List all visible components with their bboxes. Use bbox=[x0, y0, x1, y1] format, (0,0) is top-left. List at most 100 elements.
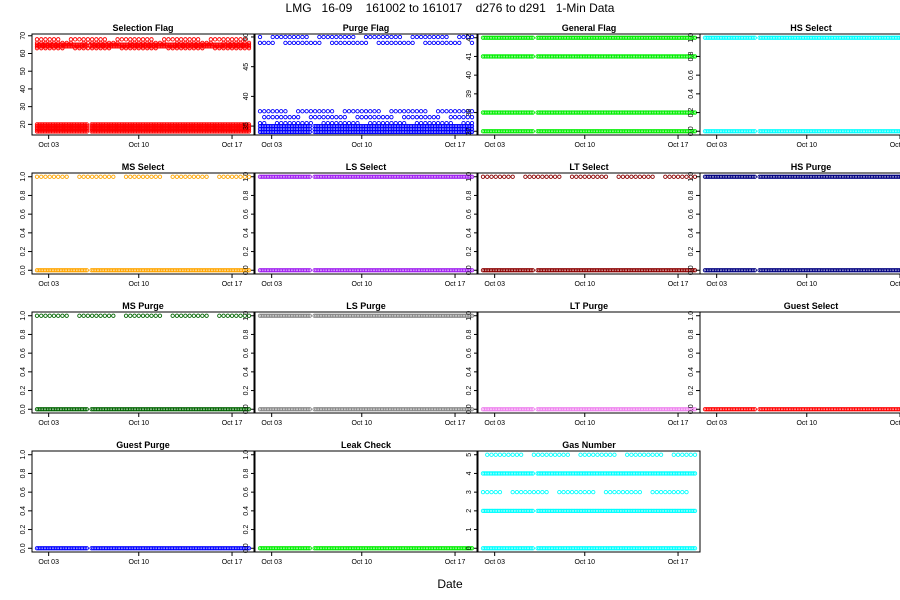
lt-select-point bbox=[616, 174, 621, 179]
purge-flag-point bbox=[448, 115, 453, 120]
ms-select-point bbox=[123, 174, 129, 179]
gas-number-ytick-label: 3 bbox=[466, 490, 473, 494]
ls-purge-xtick-label: Oct 10 bbox=[351, 420, 372, 427]
selection-flag-point bbox=[238, 37, 243, 42]
hs-purge-ytick-label: 0.8 bbox=[688, 190, 695, 200]
purge-flag-point bbox=[452, 40, 458, 46]
purge-flag-point bbox=[300, 40, 305, 46]
lt-select-point bbox=[485, 174, 490, 179]
lt-select-point bbox=[625, 174, 630, 179]
purge-flag-point bbox=[368, 115, 373, 120]
purge-flag-point bbox=[410, 40, 415, 46]
ms-purge-ytick-label: 0.8 bbox=[20, 329, 27, 339]
purge-flag-point bbox=[469, 40, 475, 46]
ls-purge-title: LS Purge bbox=[346, 301, 386, 311]
general-flag-point bbox=[530, 129, 535, 134]
guest-purge-xtick-label: Oct 10 bbox=[128, 559, 149, 566]
purge-flag-point bbox=[291, 115, 297, 120]
purge-flag-point bbox=[312, 109, 318, 114]
lt-select-point bbox=[544, 174, 549, 179]
ms-purge-point bbox=[170, 313, 175, 318]
selection-flag-ytick-label: 60 bbox=[20, 49, 27, 57]
ms-purge-point bbox=[217, 313, 222, 318]
purge-flag-point bbox=[321, 115, 326, 120]
ms-select-title: MS Select bbox=[122, 162, 165, 172]
purge-flag-point bbox=[274, 120, 280, 126]
selection-flag-point bbox=[208, 37, 213, 42]
selection-flag-point bbox=[119, 37, 124, 42]
selection-flag-point bbox=[162, 37, 167, 42]
guest-select-xtick-label: Oct 17 bbox=[890, 420, 900, 427]
ls-purge-ytick-label: 1.0 bbox=[243, 311, 250, 321]
ms-purge-point bbox=[51, 313, 57, 318]
purge-flag-point bbox=[389, 40, 394, 46]
purge-flag-point bbox=[440, 109, 445, 114]
selection-flag-point bbox=[153, 40, 158, 46]
gas-number-title: Gas Number bbox=[562, 440, 616, 450]
lt-select-point bbox=[574, 174, 579, 179]
lt-select-point bbox=[535, 174, 541, 179]
gas-number-point bbox=[591, 489, 596, 495]
ms-select-point bbox=[140, 174, 146, 179]
purge-flag-point bbox=[389, 109, 394, 114]
purge-flag-point bbox=[274, 34, 280, 40]
purge-flag-point bbox=[385, 40, 390, 46]
purge-flag-point bbox=[317, 40, 322, 46]
purge-flag-point bbox=[465, 109, 470, 114]
hs-select-frame bbox=[699, 33, 900, 136]
purge-flag-point bbox=[283, 40, 288, 46]
ls-purge-ytick-label: 0.0 bbox=[243, 404, 250, 414]
purge-flag-point bbox=[304, 109, 309, 114]
lt-select-ytick-label: 0.6 bbox=[466, 209, 473, 219]
ms-select-point bbox=[179, 174, 184, 179]
ls-select-xtick-label: Oct 10 bbox=[351, 281, 372, 288]
hs-select-point bbox=[897, 129, 900, 134]
purge-flag-point bbox=[351, 120, 356, 126]
purge-flag-point bbox=[321, 120, 326, 126]
purge-flag-point bbox=[423, 40, 428, 46]
selection-flag-point bbox=[157, 40, 163, 46]
purge-flag-point bbox=[359, 115, 364, 120]
selection-flag-point bbox=[195, 37, 201, 42]
ls-select-xtick-label: Oct 03 bbox=[261, 281, 282, 288]
gas-number-point bbox=[633, 489, 638, 495]
general-flag-title: General Flag bbox=[562, 23, 617, 33]
general-flag-frame bbox=[477, 33, 701, 136]
purge-flag-xtick-label: Oct 17 bbox=[445, 142, 466, 149]
leak-check-ytick-label: 0.4 bbox=[243, 506, 250, 516]
ms-select-point bbox=[229, 174, 235, 179]
ms-select-point bbox=[102, 174, 107, 179]
ms-purge-point bbox=[187, 313, 192, 318]
ms-select-point bbox=[234, 174, 239, 179]
selection-flag-point bbox=[140, 37, 146, 42]
gas-number-ytick-label: 1 bbox=[466, 528, 473, 532]
ms-select-point bbox=[200, 174, 205, 179]
purge-flag-point bbox=[321, 109, 326, 114]
purge-flag-point bbox=[287, 115, 292, 120]
guest-purge-frame bbox=[31, 450, 255, 553]
selection-flag-point bbox=[204, 40, 209, 46]
purge-flag-point bbox=[457, 40, 462, 46]
ms-purge-ytick-label: 0.6 bbox=[20, 348, 27, 358]
guest-purge-title: Guest Purge bbox=[116, 440, 170, 450]
ms-select-xtick-label: Oct 17 bbox=[222, 281, 243, 288]
purge-flag-point bbox=[380, 34, 386, 40]
gas-number-point bbox=[612, 489, 617, 495]
purge-flag-point bbox=[380, 115, 386, 120]
ms-purge-ytick-label: 1.0 bbox=[20, 311, 27, 321]
purge-flag-point bbox=[397, 120, 403, 126]
purge-flag-point bbox=[312, 40, 318, 46]
lt-select-point bbox=[629, 174, 634, 179]
ms-select-point bbox=[89, 174, 95, 179]
selection-flag-point bbox=[242, 37, 247, 42]
selection-flag-ytick-label: 50 bbox=[20, 67, 27, 75]
leak-check-xtick-label: Oct 17 bbox=[445, 559, 466, 566]
purge-flag-point bbox=[414, 34, 420, 40]
purge-flag-point bbox=[304, 120, 309, 126]
ls-purge-ytick-label: 0.4 bbox=[243, 367, 250, 377]
ms-select-point bbox=[51, 174, 57, 179]
ms-select-point bbox=[34, 174, 40, 179]
